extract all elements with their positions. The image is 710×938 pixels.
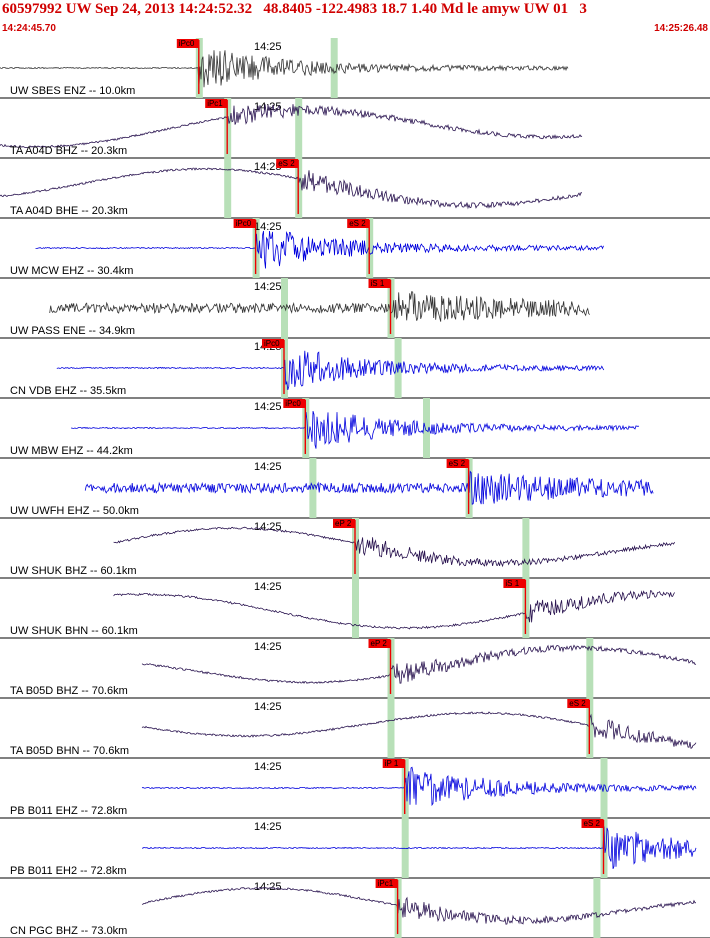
pick-label-box <box>567 699 590 708</box>
pick-label: eP 2 <box>371 639 388 648</box>
station-label: PB B011 EHZ -- 72.8km <box>10 805 127 817</box>
pick-window <box>224 158 232 218</box>
minute-label: 14:25 <box>254 761 282 773</box>
pick-window <box>586 638 594 698</box>
pick-label-box <box>262 339 284 348</box>
pick-label-box <box>347 219 370 228</box>
pick-label: eS 2 <box>584 819 601 828</box>
pick-label: eS 2 <box>569 699 586 708</box>
pick-window <box>281 278 288 338</box>
pick-label: eP 2 <box>335 519 352 528</box>
station-label: UW UWFH EHZ -- 50.0km <box>10 505 139 517</box>
pick-label: iPc0 <box>179 39 195 48</box>
minute-label: 14:25 <box>254 821 282 833</box>
pick-label: eS 2 <box>349 219 366 228</box>
waveform-trace <box>141 766 697 807</box>
waveform-trace <box>56 350 605 391</box>
waveform-trace <box>35 230 604 269</box>
station-label: TA B05D BHZ -- 70.6km <box>10 685 128 697</box>
minute-label: 14:25 <box>254 281 282 293</box>
minute-label: 14:25 <box>254 701 282 713</box>
station-label: UW MCW EHZ -- 30.4km <box>10 265 133 277</box>
station-label: TA A04D BHE -- 20.3km <box>10 205 128 217</box>
pick-label-box <box>368 279 391 288</box>
pick-window <box>352 578 359 638</box>
time-start: 14:24:45.70 <box>2 23 56 34</box>
pick-label-box <box>205 99 228 108</box>
station-label: TA A04D BHZ -- 20.3km <box>10 145 127 157</box>
pick-label-box <box>276 159 299 168</box>
header: 60597992 UW Sep 24, 2013 14:24:52.32 48.… <box>0 0 710 38</box>
minute-label: 14:25 <box>254 161 282 173</box>
minute-label: 14:25 <box>254 641 282 653</box>
pick-label: eS 2 <box>278 159 295 168</box>
pick-label-box <box>283 399 306 408</box>
minute-label: 14:25 <box>254 41 282 53</box>
pick-label-box <box>446 459 469 468</box>
station-label: CN PGC BHZ -- 73.0km <box>10 925 127 937</box>
pick-window <box>387 698 395 758</box>
minute-label: 14:25 <box>254 221 282 233</box>
waveform-trace <box>141 886 697 925</box>
minute-label: 14:25 <box>254 881 282 893</box>
pick-window <box>522 518 530 578</box>
pick-label-box <box>368 639 391 648</box>
pick-window <box>401 818 409 878</box>
pick-label-box <box>176 39 199 48</box>
pick-label: iP 1 <box>385 759 399 768</box>
event-title: 60597992 UW Sep 24, 2013 14:24:52.32 48.… <box>2 1 587 17</box>
station-label: UW SHUK BHZ -- 60.1km <box>10 565 137 577</box>
pick-label-box <box>382 759 405 768</box>
waveform-trace <box>141 644 697 684</box>
pick-label-box <box>233 219 256 228</box>
pick-window <box>593 878 601 938</box>
waveform-trace <box>113 526 675 568</box>
waveform-trace <box>0 167 583 210</box>
waveform-trace <box>70 410 640 449</box>
station-label: UW SHUK BHN -- 60.1km <box>10 625 138 637</box>
pick-window <box>600 758 608 818</box>
pick-label: iPc0 <box>285 399 301 408</box>
station-label: TA B05D BHN -- 70.6km <box>10 745 129 757</box>
pick-label-box <box>333 519 355 528</box>
pick-label: iPc1 <box>207 99 223 108</box>
waveform-trace <box>141 826 697 870</box>
waveform-trace <box>141 711 697 749</box>
pick-window <box>330 38 338 98</box>
station-label: PB B011 EH2 -- 72.8km <box>10 865 127 877</box>
minute-label: 14:25 <box>254 461 282 473</box>
station-label: CN VDB EHZ -- 35.5km <box>10 385 126 397</box>
waveform-trace <box>0 50 569 88</box>
minute-label: 14:25 <box>254 581 282 593</box>
time-end: 14:25:26.48 <box>654 23 708 34</box>
pick-label: iPc0 <box>236 219 252 228</box>
waveform-trace <box>84 470 654 505</box>
pick-window <box>295 98 303 158</box>
station-label: UW PASS ENE -- 34.9km <box>10 325 135 337</box>
pick-label: iPc1 <box>378 879 394 888</box>
pick-label: iPc0 <box>264 339 280 348</box>
pick-label-box <box>375 879 398 888</box>
pick-label: iS 1 <box>505 579 519 588</box>
pick-label: iS 1 <box>371 279 385 288</box>
waveform-trace <box>0 104 583 148</box>
waveform-trace <box>113 590 675 630</box>
pick-label-box <box>581 819 604 828</box>
minute-label: 14:25 <box>254 401 282 413</box>
station-label: UW MBW EHZ -- 44.2km <box>10 445 133 457</box>
pick-window <box>423 398 430 458</box>
pick-label: eS 2 <box>449 459 466 468</box>
waveform-trace <box>49 291 590 322</box>
pick-label-box <box>503 579 526 588</box>
station-label: UW SBES ENZ -- 10.0km <box>10 85 135 97</box>
